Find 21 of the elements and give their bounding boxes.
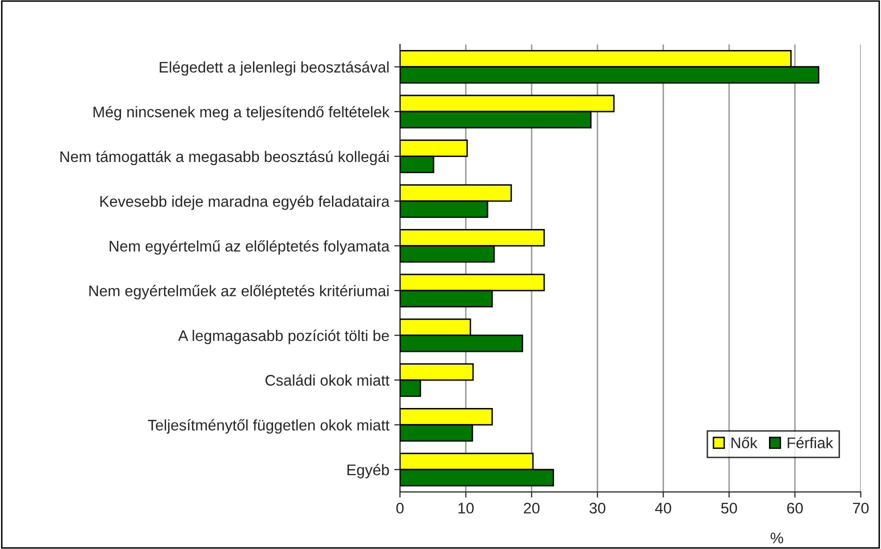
x-tick-label: 0 — [396, 502, 404, 514]
y-tick-label: A legmagasabb pozíciót tölti be — [178, 330, 389, 344]
y-tick-label: Nem támogatták a megasabb beosztású kollegái — [60, 150, 389, 166]
y-tick-label: Teljesítménytől független okok miatt — [148, 419, 390, 434]
legend-label: Férfiak — [788, 436, 834, 448]
legend-label: Nők — [732, 436, 758, 448]
y-tick-label: Családi okok miatt — [266, 374, 390, 386]
y-tick-label: Nem egyértelmű az előléptetés folyamata — [110, 240, 390, 255]
x-tick-label: 10 — [458, 502, 474, 514]
y-tick-label: Elégedett a jelenlegi beosztásával — [160, 61, 389, 76]
y-tick-label: Egyéb — [347, 464, 389, 478]
x-tick-label: 20 — [524, 502, 540, 514]
y-tick-label: Nem egyértelműek az előléptetés kritériumai — [89, 284, 389, 300]
x-tick-label: 60 — [787, 502, 803, 514]
y-tick-label: Még nincsenek meg a teljesítendő feltételek — [94, 106, 390, 120]
x-tick-label: 40 — [655, 502, 672, 514]
y-tick-label: Kevesebb ideje maradna egyéb feladataira — [100, 195, 390, 210]
x-axis-title: % — [770, 532, 784, 544]
x-tick-label: 30 — [590, 502, 606, 514]
x-tick-label: 70 — [853, 502, 869, 514]
x-tick-label: 50 — [721, 502, 737, 514]
